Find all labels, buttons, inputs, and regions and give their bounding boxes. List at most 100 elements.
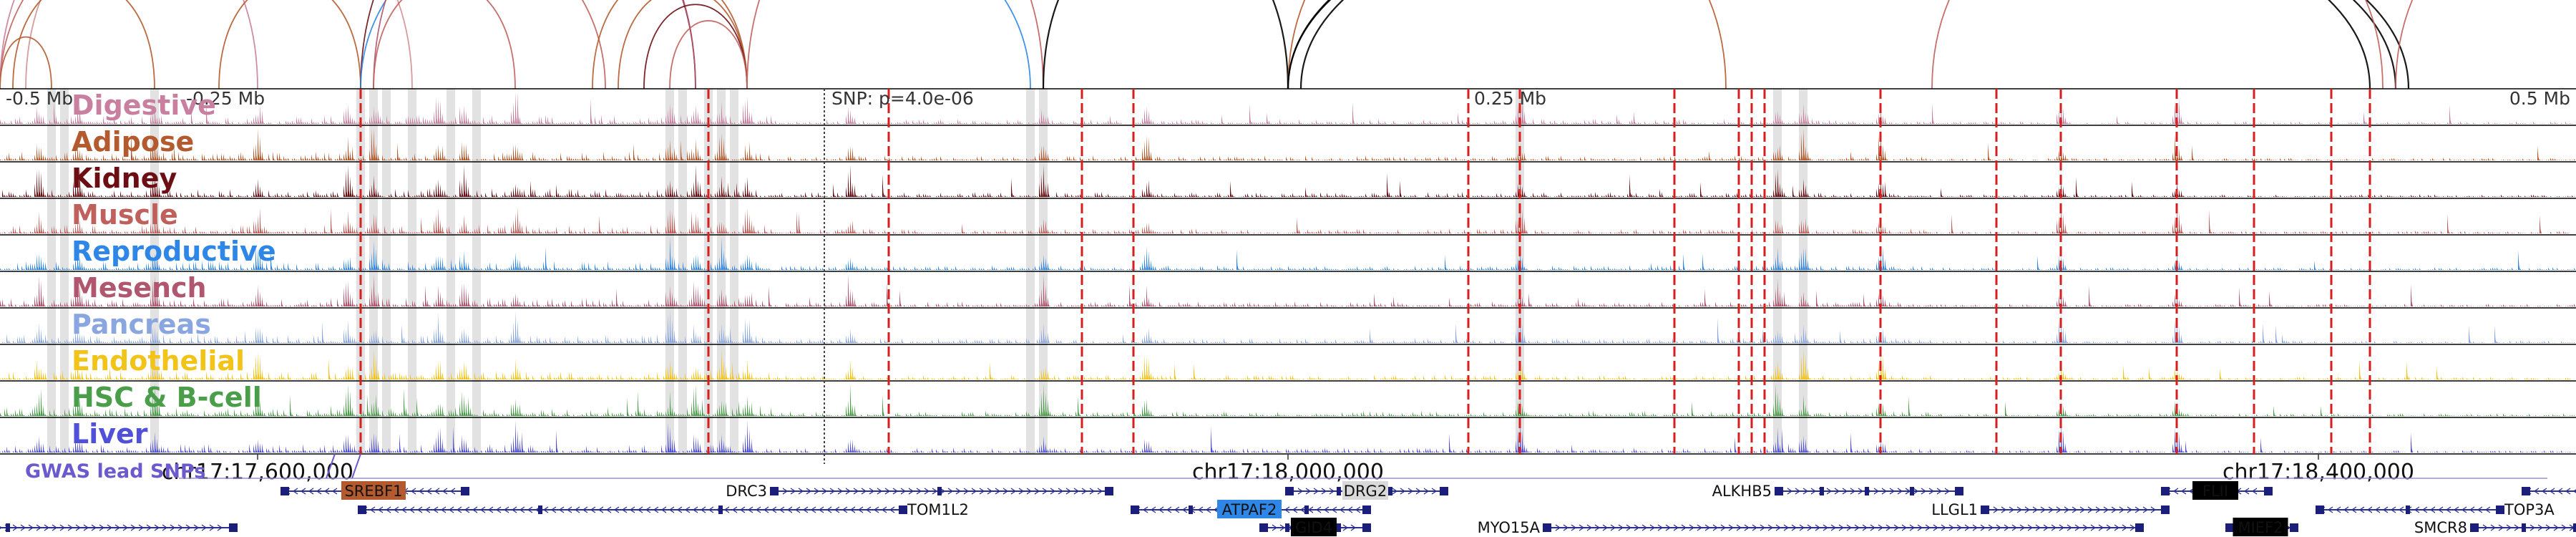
gene-strand-chevron xyxy=(755,506,761,513)
gene-strand-chevron xyxy=(924,488,930,495)
gene-exon xyxy=(1131,505,1139,514)
gene-strand-chevron xyxy=(700,506,706,513)
gene-strand-chevron xyxy=(2035,524,2041,531)
gene-strand-chevron xyxy=(1767,524,1774,531)
track-label: Digestive xyxy=(72,90,216,121)
gene-strand-chevron xyxy=(2382,506,2389,513)
gene-strand-chevron xyxy=(1897,488,1903,495)
gene-strand-chevron xyxy=(409,506,415,513)
gene-strand-chevron xyxy=(2004,524,2010,531)
gene-label: DRC3 xyxy=(726,483,767,500)
gene-strand-chevron xyxy=(845,488,852,495)
gene-strand-chevron xyxy=(1297,488,1304,495)
gene-strand-chevron xyxy=(1586,524,1593,531)
gene-strand-chevron xyxy=(2129,524,2136,531)
gene-label: SREBF1 xyxy=(344,483,402,500)
gene-strand-chevron xyxy=(645,506,651,513)
gene-strand-chevron xyxy=(201,524,208,531)
gene-strand-chevron xyxy=(2243,488,2250,495)
highlight-overlays: SNP: p=4.0e-06 -0.5 Mb -0.25 Mb 0.25 Mb 0.5 … xyxy=(6,88,2570,464)
gene-strand-chevron xyxy=(1858,488,1864,495)
gene-strand-chevron xyxy=(873,506,879,513)
gene-strand-chevron xyxy=(605,506,612,513)
gene-exon xyxy=(1259,523,1268,532)
gene-strand-chevron xyxy=(2016,506,2023,513)
track-label: Pancreas xyxy=(72,309,211,340)
gene-strand-chevron xyxy=(410,488,416,495)
gene-strand-chevron xyxy=(1097,488,1103,495)
coordinate-axis: chr17:17,600,000 chr17:18,000,000 chr17:18… xyxy=(162,454,2414,485)
gene-strand-chevron xyxy=(2533,488,2540,495)
gene-exon xyxy=(2161,487,2170,495)
gene-strand-chevron xyxy=(323,488,330,495)
gene-strand-chevron xyxy=(1594,524,1601,531)
gene-strand-chevron xyxy=(1431,488,1438,495)
gene-strand-chevron xyxy=(908,488,914,495)
gene-strand-chevron xyxy=(1760,524,1766,531)
gene-strand-chevron xyxy=(2445,506,2451,513)
interaction-arc xyxy=(1042,0,1289,90)
gene-strand-chevron xyxy=(1830,524,1837,531)
gene-strand-chevron xyxy=(331,488,338,495)
gene-strand-chevron xyxy=(955,488,962,495)
gene-strand-chevron xyxy=(821,488,828,495)
gene-label: SMCR8 xyxy=(2414,519,2467,536)
gene-strand-chevron xyxy=(122,524,129,531)
gwas-snp-mark xyxy=(326,453,336,479)
gene-strand-chevron xyxy=(1775,524,1782,531)
gene-strand-chevron xyxy=(99,524,105,531)
gene-strand-chevron xyxy=(2414,506,2420,513)
gene-exon xyxy=(229,523,238,532)
gene-strand-chevron xyxy=(747,506,753,513)
gene-strand-chevron xyxy=(401,506,407,513)
signal-profile xyxy=(0,274,2576,306)
gene-strand-chevron xyxy=(542,506,549,513)
gene-strand-chevron xyxy=(2172,488,2179,495)
interaction-arc xyxy=(669,20,748,90)
gene-strand-chevron xyxy=(2142,506,2149,513)
gene-strand-chevron xyxy=(2390,506,2396,513)
gene-strand-chevron xyxy=(1313,488,1319,495)
gene-strand-chevron xyxy=(1315,506,1322,513)
gene-strand-chevron xyxy=(2064,506,2070,513)
gene-exon xyxy=(2316,505,2324,514)
relative-tick-label: 0.5 Mb xyxy=(2509,88,2570,109)
signal-profile xyxy=(0,201,2576,233)
gene-strand-chevron xyxy=(2048,506,2054,513)
gene-strand-chevron xyxy=(1736,524,1742,531)
gene-strand-chevron xyxy=(1815,524,1821,531)
gene-strand-chevron xyxy=(558,506,565,513)
track-label: Liver xyxy=(72,418,148,450)
gene-strand-chevron xyxy=(1854,524,1860,531)
gene-strand-chevron xyxy=(1889,488,1896,495)
gene-strand-chevron xyxy=(393,506,399,513)
gene-strand-chevron xyxy=(629,506,635,513)
gene-strand-chevron xyxy=(779,506,785,513)
gene-exon xyxy=(899,505,907,514)
gene-strand-chevron xyxy=(511,506,517,513)
gene-strand-chevron xyxy=(2572,489,2576,493)
gene-strand-chevron xyxy=(597,506,604,513)
gene-strand-chevron xyxy=(2358,506,2365,513)
gene-strand-chevron xyxy=(2011,524,2018,531)
gene-strand-chevron xyxy=(1972,524,1979,531)
gene-strand-chevron xyxy=(1197,506,1204,513)
gene-strand-chevron xyxy=(487,506,494,513)
gene-strand-chevron xyxy=(138,524,145,531)
track-label: Adipose xyxy=(72,126,194,158)
gene-strand-chevron xyxy=(1272,524,1278,531)
gene-strand-chevron xyxy=(2561,524,2567,531)
gene-strand-chevron xyxy=(826,506,832,513)
gene-strand-chevron xyxy=(790,488,796,495)
gene-strand-chevron xyxy=(2040,506,2046,513)
gene-exon xyxy=(1543,523,1551,532)
gene-strand-chevron xyxy=(1964,524,1971,531)
interaction-arc xyxy=(218,0,361,90)
gene-strand-chevron xyxy=(668,506,675,513)
gene-strand-chevron xyxy=(1712,524,1719,531)
interaction-arc xyxy=(1287,0,2371,90)
gene-strand-chevron xyxy=(2111,506,2117,513)
gene-strand-chevron xyxy=(1956,524,1963,531)
gene-exon xyxy=(1304,505,1309,514)
gene-strand-chevron xyxy=(2351,506,2357,513)
